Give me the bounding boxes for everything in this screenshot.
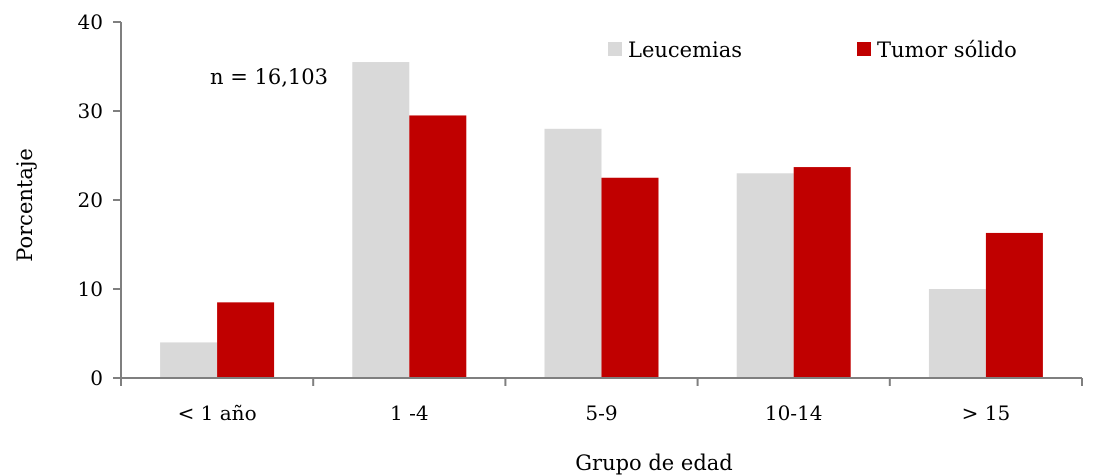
y-tick-label: 0 — [90, 366, 103, 390]
y-tick-label: 30 — [78, 99, 103, 123]
bar-leucemias — [352, 62, 410, 379]
bar-tumor-solido — [985, 232, 1043, 378]
x-category-label: 1 -4 — [390, 401, 429, 425]
legend-swatch-tumor-solido — [857, 42, 871, 56]
bar-tumor-solido — [217, 302, 275, 378]
x-category-label: < 1 año — [178, 401, 257, 425]
bar-tumor-solido — [409, 115, 467, 378]
legend-label-leucemias: Leucemias — [628, 38, 742, 62]
sample-size-annotation: n = 16,103 — [210, 65, 328, 89]
y-axis-title: Porcentaje — [13, 148, 37, 262]
bar-leucemias — [928, 289, 986, 378]
bars-group — [160, 62, 1043, 379]
y-ticks-group: 0 10 20 30 40 — [78, 10, 121, 390]
legend-swatch-leucemias — [608, 42, 622, 56]
y-tick-label: 10 — [78, 277, 103, 301]
x-axis-title: Grupo de edad — [575, 451, 732, 475]
bar-leucemias — [736, 173, 794, 378]
bar-leucemias — [544, 128, 602, 378]
x-category-label: > 15 — [962, 401, 1011, 425]
x-category-label: 10-14 — [765, 401, 823, 425]
y-tick-label: 40 — [78, 10, 103, 34]
legend: Leucemias Tumor sólido — [608, 38, 1017, 62]
bar-leucemias — [160, 342, 218, 378]
y-tick-label: 20 — [78, 188, 103, 212]
x-ticks-group: < 1 año 1 -4 5-9 10-14 > 15 — [120, 378, 1083, 425]
legend-label-tumor-solido: Tumor sólido — [877, 38, 1017, 62]
x-category-label: 5-9 — [585, 401, 617, 425]
bar-tumor-solido — [793, 167, 851, 378]
bar-tumor-solido — [601, 177, 659, 378]
